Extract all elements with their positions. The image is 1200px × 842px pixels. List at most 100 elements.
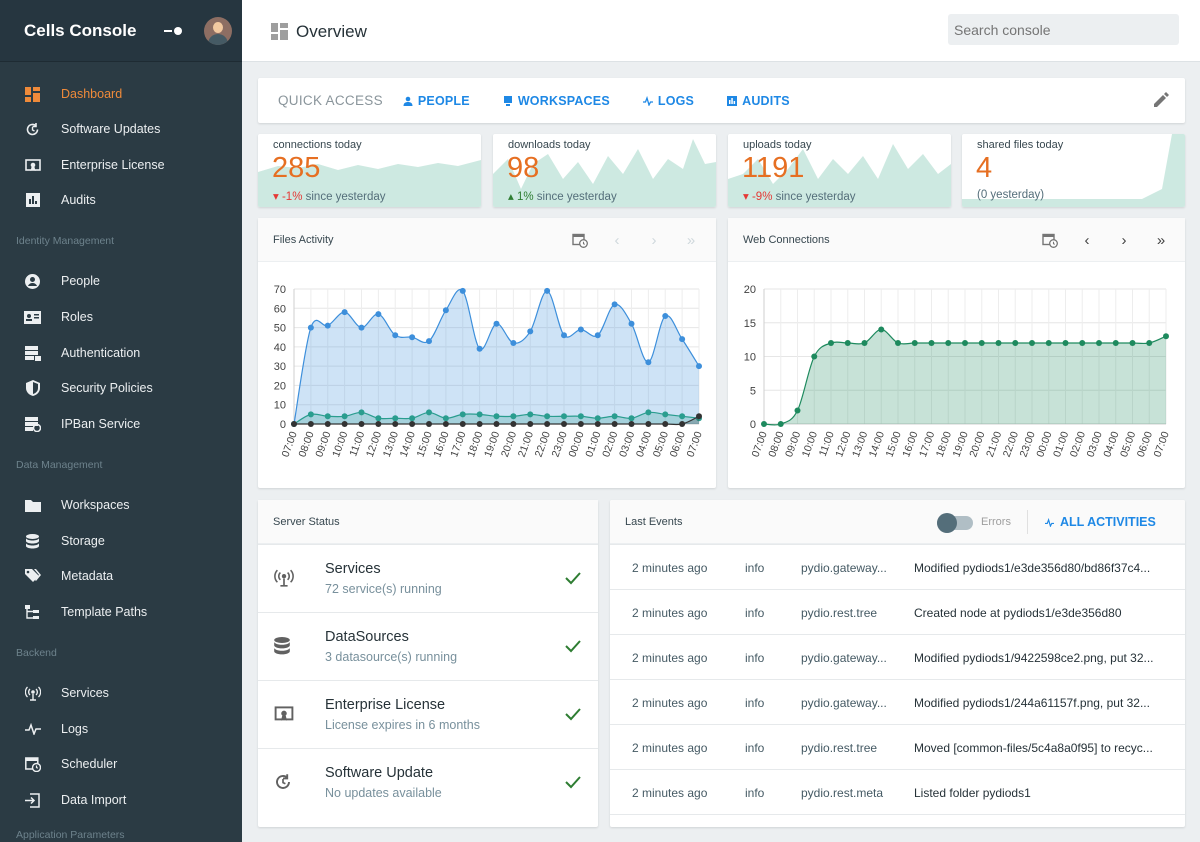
status-subtitle: License expires in 6 months xyxy=(325,718,480,732)
shield-icon xyxy=(24,380,41,397)
calendar-icon[interactable] xyxy=(570,230,590,250)
y-tick-label: 10 xyxy=(744,352,756,364)
status-row-services[interactable]: Services 72 service(s) running xyxy=(258,544,598,612)
event-time: 2 minutes ago xyxy=(632,561,708,575)
sidebar-item-workspaces[interactable]: Workspaces xyxy=(0,490,242,520)
sidebar-item-roles[interactable]: Roles xyxy=(0,302,242,332)
sidebar-item-audits[interactable]: Audits xyxy=(0,185,242,215)
errors-toggle[interactable] xyxy=(937,513,973,533)
data-point xyxy=(493,320,500,327)
data-point xyxy=(341,309,348,316)
edit-icon[interactable] xyxy=(1151,90,1171,110)
files-activity-panel: Files Activity ‹ › » 0 10 20 30 40 50 60 70 07:0… xyxy=(258,218,716,488)
sidebar-item-logs[interactable]: Logs xyxy=(0,714,242,744)
sidebar-item-label: Workspaces xyxy=(61,498,130,512)
y-tick-label: 0 xyxy=(280,419,286,431)
event-row[interactable]: 2 minutes ago info pydio.gateway... Modifie… xyxy=(610,679,1185,724)
chevron-right-icon[interactable]: › xyxy=(651,231,657,249)
sparkline-bg xyxy=(962,134,1185,207)
check-icon xyxy=(564,705,582,723)
y-tick-label: 70 xyxy=(274,284,286,296)
all-activities-button[interactable]: ALL ACTIVITIES xyxy=(1044,515,1156,529)
search-input[interactable] xyxy=(948,14,1179,45)
sidebar-item-services[interactable]: Services xyxy=(0,678,242,708)
data-point xyxy=(476,345,483,352)
sidebar-item-data-import[interactable]: Data Import xyxy=(0,785,242,815)
data-point xyxy=(510,413,517,420)
event-row[interactable]: 2 minutes ago info pydio.rest.meta Listed f… xyxy=(610,769,1185,814)
sidebar-item-scheduler[interactable]: Scheduler xyxy=(0,749,242,779)
calendar-icon[interactable] xyxy=(1040,230,1060,250)
chevron-right-icon[interactable]: › xyxy=(1121,231,1127,249)
avatar[interactable] xyxy=(204,16,232,45)
panel-header: Files Activity ‹ › » xyxy=(258,218,716,262)
event-service: pydio.gateway... xyxy=(801,696,887,710)
data-point xyxy=(662,313,669,319)
panel-title: Server Status xyxy=(273,516,340,528)
sidebar-item-enterprise-license[interactable]: Enterprise License xyxy=(0,150,242,180)
event-row[interactable]: 2 minutes ago info pydio.rest.tree Moved [c… xyxy=(610,724,1185,769)
event-time: 2 minutes ago xyxy=(632,651,708,665)
sidebar-item-software-updates[interactable]: Software Updates xyxy=(0,114,242,144)
chevron-left-icon[interactable]: ‹ xyxy=(614,231,620,249)
stat-label: shared files today xyxy=(977,139,1064,151)
stat-card-downloads: downloads today 98 ▴ 1% since yesterday xyxy=(493,134,716,207)
sidebar-item-ipban-service[interactable]: IPBan Service xyxy=(0,409,242,439)
tags-icon xyxy=(24,568,41,585)
stat-delta-value: -9% xyxy=(751,191,773,203)
data-point xyxy=(696,363,702,370)
sidebar-item-security-policies[interactable]: Security Policies xyxy=(0,373,242,403)
chart-tools: ‹ › » xyxy=(1023,230,1171,250)
y-tick-label: 60 xyxy=(274,303,286,315)
double-chevron-right-icon[interactable]: » xyxy=(686,231,696,249)
sidebar-item-template-paths[interactable]: Template Paths xyxy=(0,597,242,627)
arrow-down-icon: ▾ xyxy=(273,191,282,203)
event-time: 2 minutes ago xyxy=(632,696,708,710)
data-point xyxy=(307,411,314,418)
quick-link-workspaces[interactable]: WORKSPACES xyxy=(503,94,610,108)
event-row[interactable]: 2 minutes ago info pydio.rest.tree Created … xyxy=(610,589,1185,634)
sidebar-section-data: Data Management xyxy=(16,459,103,471)
toggle-icon[interactable] xyxy=(164,26,182,36)
data-point xyxy=(544,287,551,294)
server-status-panel: Server Status Services 72 service(s) run… xyxy=(258,500,598,827)
data-point xyxy=(828,340,834,346)
data-point xyxy=(307,324,314,331)
sidebar-item-label: Enterprise License xyxy=(61,158,165,172)
y-tick-label: 10 xyxy=(274,400,286,412)
stat-delta: ▴ 1% since yesterday xyxy=(508,189,617,203)
data-point xyxy=(476,421,483,427)
stat-value: 1191 xyxy=(742,152,805,184)
stat-value: 4 xyxy=(976,152,993,184)
stat-delta: ▾ -1% since yesterday xyxy=(273,189,386,203)
quick-access-bar: QUICK ACCESS PEOPLE WORKSPACES LOGS AUDI… xyxy=(258,78,1185,123)
y-tick-label: 5 xyxy=(750,385,756,397)
data-point xyxy=(307,421,314,427)
sidebar-item-authentication[interactable]: Authentication xyxy=(0,338,242,368)
quick-link-logs[interactable]: LOGS xyxy=(642,94,694,108)
status-title: DataSources xyxy=(325,629,409,645)
data-point xyxy=(679,336,686,343)
chevron-left-icon[interactable]: ‹ xyxy=(1084,231,1090,249)
sidebar-item-label: Logs xyxy=(61,722,89,736)
sidebar-header: Cells Console xyxy=(0,0,242,62)
sidebar-item-people[interactable]: People xyxy=(0,266,242,296)
status-row-software-update[interactable]: Software Update No updates available xyxy=(258,748,598,816)
data-point xyxy=(510,421,517,427)
sidebar-item-dashboard[interactable]: Dashboard xyxy=(0,79,242,109)
sidebar-item-storage[interactable]: Storage xyxy=(0,526,242,556)
server-lock-icon xyxy=(24,345,41,362)
stat-label: uploads today xyxy=(743,139,812,151)
quick-link-label: AUDITS xyxy=(742,93,790,108)
status-row-license[interactable]: Enterprise License License expires in 6 … xyxy=(258,680,598,748)
event-row[interactable]: 2 minutes ago info pydio.gateway... Modifie… xyxy=(610,634,1185,679)
event-row[interactable]: 2 minutes ago info pydio.gateway... Modifie… xyxy=(610,544,1185,589)
event-service: pydio.gateway... xyxy=(801,561,887,575)
status-row-datasources[interactable]: DataSources 3 datasource(s) running xyxy=(258,612,598,680)
sidebar-item-label: Authentication xyxy=(61,346,141,360)
sidebar-item-metadata[interactable]: Metadata xyxy=(0,561,242,591)
quick-link-audits[interactable]: AUDITS xyxy=(727,94,790,108)
double-chevron-right-icon[interactable]: » xyxy=(1156,231,1166,249)
quick-link-people[interactable]: PEOPLE xyxy=(403,94,470,108)
data-point xyxy=(375,311,382,318)
